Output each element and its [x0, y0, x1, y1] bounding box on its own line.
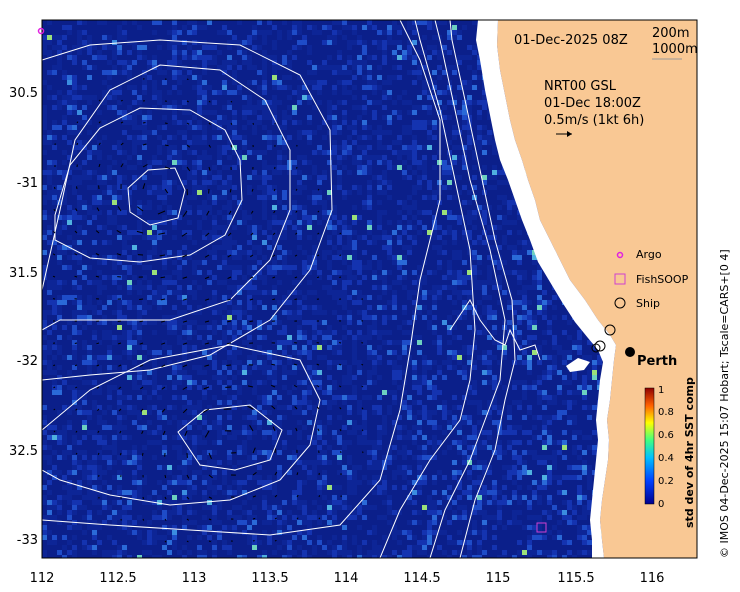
ship-marker: [594, 340, 606, 352]
legend-argo: Argo: [636, 248, 662, 261]
colorbar-scale: [644, 387, 655, 505]
colorbar-tick: 1: [658, 385, 664, 396]
colorbar-tick: 0.6: [658, 430, 674, 441]
fishsoop-icon: [614, 273, 626, 285]
ship-marker: [591, 343, 601, 353]
colorbar-tick: 0.2: [658, 476, 674, 487]
y-tick-label: 31.5: [9, 266, 38, 281]
plot-area: [42, 20, 697, 558]
x-axis: 112 112.5 113 113.5 114 114.5 115 115.5 …: [30, 571, 665, 586]
y-tick-label: 30.5: [9, 86, 38, 101]
x-tick-label: 113.5: [251, 571, 288, 586]
ship-marker: [604, 324, 616, 336]
colorbar-title: std dev of 4hr SST comp: [683, 377, 696, 528]
city-label: Perth: [637, 354, 677, 369]
argo-icon: [616, 251, 624, 259]
ship-icon: [614, 297, 626, 309]
x-tick-label: 116: [640, 571, 665, 586]
legend-fishsoop: FishSOOP: [636, 273, 689, 286]
x-tick-label: 114: [334, 571, 359, 586]
colorbar: 1 0.8 0.6 0.4 0.2 0 std dev of 4hr SST c…: [644, 377, 696, 528]
x-tick-label: 112.5: [99, 571, 136, 586]
legend-ship: Ship: [636, 297, 660, 310]
current-arrows: [52, 78, 364, 543]
x-tick-label: 113: [182, 571, 207, 586]
plot-frame: [41, 19, 698, 559]
x-tick-label: 115: [486, 571, 511, 586]
estuary: [566, 358, 590, 372]
y-tick-label: 32.5: [9, 444, 38, 459]
y-axis: 30.5 -31 31.5 -32 32.5 -33: [9, 86, 38, 548]
date-label: 01-Dec-2025 08Z: [514, 33, 628, 48]
y-tick-label: -31: [17, 176, 38, 191]
current-scale-label: 0.5m/s (1kt 6h): [544, 113, 644, 128]
colorbar-tick: 0.4: [658, 453, 674, 464]
contour-1000m-label: 1000m: [652, 42, 698, 57]
y-tick-label: -33: [17, 533, 38, 548]
fishsoop-marker: [536, 522, 547, 533]
scale-arrow-icon: [556, 131, 572, 137]
coast-fringe: [476, 20, 616, 558]
x-tick-label: 112: [30, 571, 55, 586]
contour-200m-label: 200m: [652, 26, 689, 41]
colorbar-tick: 0: [658, 499, 664, 510]
product-label: NRT00 GSL: [544, 79, 617, 94]
x-tick-label: 114.5: [403, 571, 440, 586]
ssh-contours: [42, 20, 541, 558]
x-tick-label: 115.5: [557, 571, 594, 586]
argo-float-marker: [37, 27, 45, 35]
legend: Argo FishSOOP Ship: [614, 248, 689, 310]
colorbar-tick: 0.8: [658, 407, 674, 418]
product-time-label: 01-Dec 18:00Z: [544, 96, 641, 111]
perth-dot-icon: [625, 347, 635, 357]
y-tick-label: -32: [17, 354, 38, 369]
credit-label: © IMOS 04-Dec-2025 15:07 Hobart; Tscale=…: [718, 249, 731, 558]
